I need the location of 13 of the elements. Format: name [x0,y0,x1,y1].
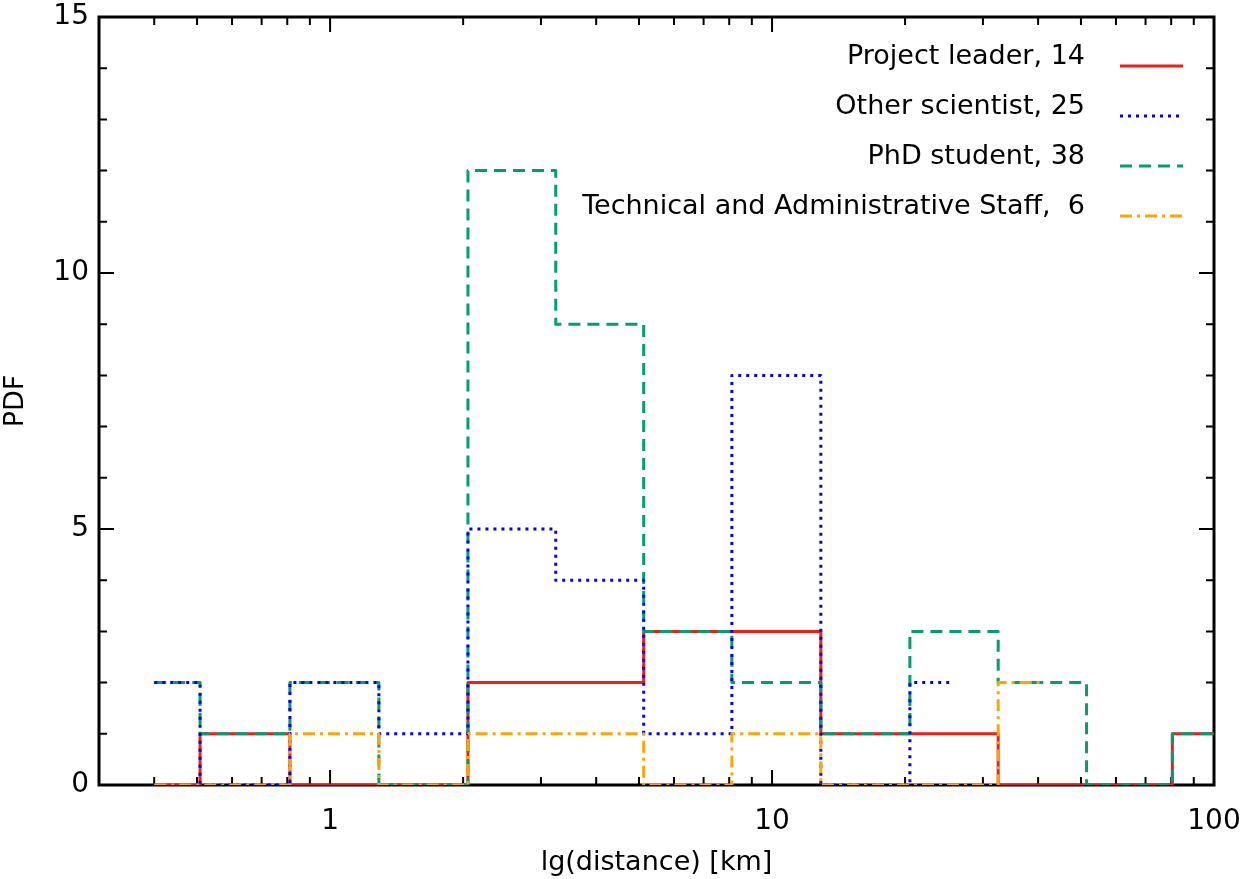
y-tick-label: 15 [53,0,89,32]
y-tick-label: 5 [71,510,89,544]
legend-label: Other scientist, 25 [835,89,1085,121]
legend-label: Project leader, 14 [847,39,1085,71]
y-tick-label: 0 [71,766,89,800]
x-axis-title: lg(distance) [km] [540,844,773,876]
y-tick-label: 10 [53,254,89,288]
legend-label: PhD student, 38 [867,139,1085,171]
x-tick-label: 10 [754,803,790,837]
legend-label: Technical and Administrative Staff, 6 [581,189,1085,221]
x-tick-label: 100 [1187,803,1241,837]
x-tick-label: 1 [321,803,339,837]
y-axis-title: PDF [0,374,30,428]
